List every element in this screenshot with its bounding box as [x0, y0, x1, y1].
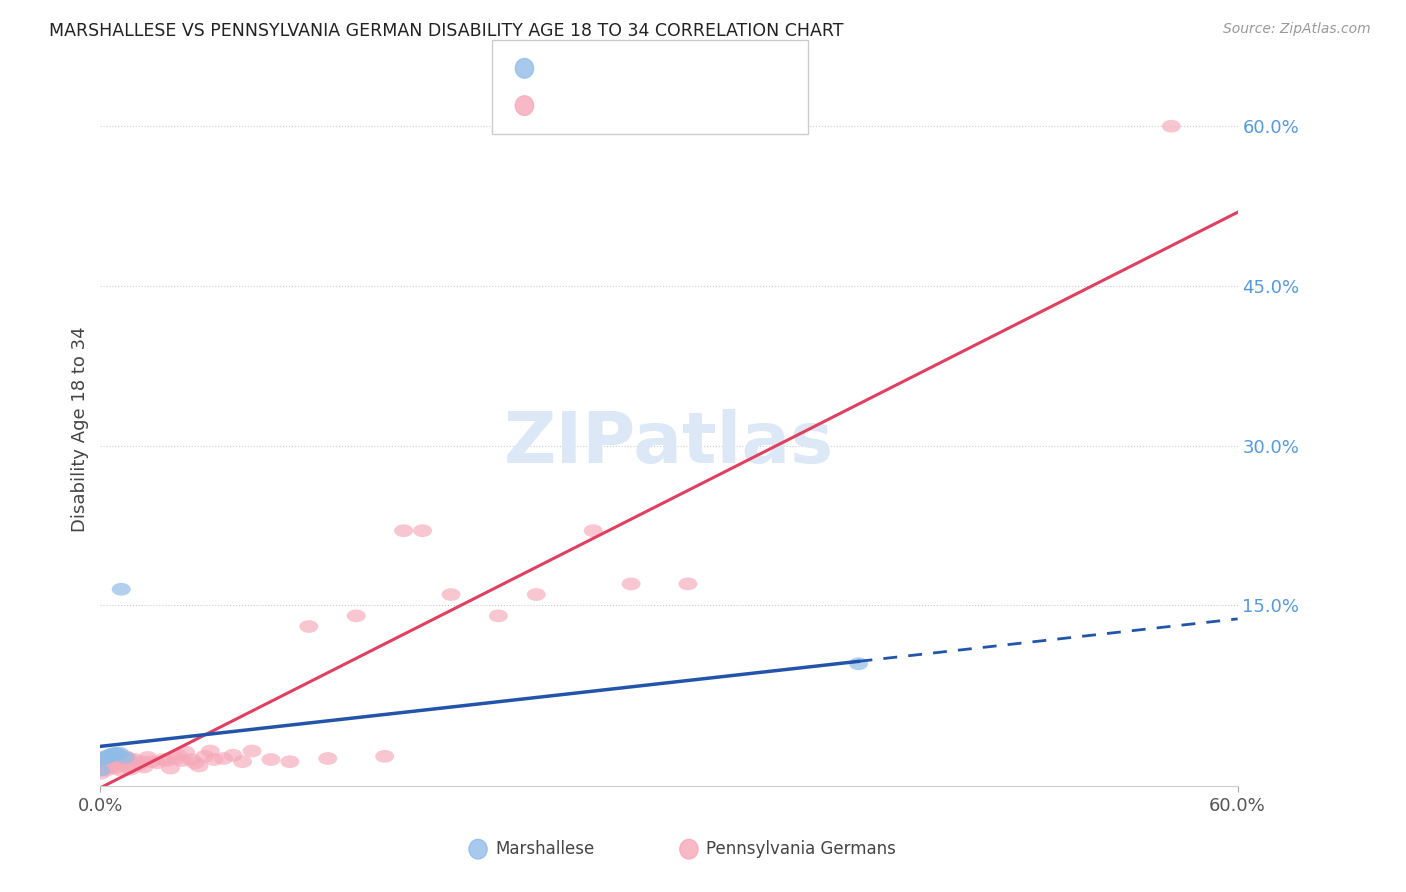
Ellipse shape	[105, 747, 125, 759]
Ellipse shape	[413, 524, 432, 537]
Ellipse shape	[489, 609, 508, 623]
Ellipse shape	[157, 755, 176, 767]
Ellipse shape	[115, 751, 135, 764]
Ellipse shape	[153, 753, 173, 766]
Ellipse shape	[205, 753, 224, 766]
Ellipse shape	[441, 588, 461, 601]
Ellipse shape	[100, 761, 120, 773]
Ellipse shape	[114, 753, 132, 766]
Ellipse shape	[115, 756, 135, 768]
Ellipse shape	[97, 764, 115, 777]
Ellipse shape	[97, 751, 115, 764]
Ellipse shape	[97, 750, 115, 763]
Ellipse shape	[104, 762, 124, 774]
Ellipse shape	[111, 764, 131, 777]
Ellipse shape	[98, 750, 118, 763]
Ellipse shape	[91, 767, 110, 780]
Ellipse shape	[120, 752, 138, 764]
Text: Pennsylvania Germans: Pennsylvania Germans	[706, 840, 896, 858]
Ellipse shape	[299, 620, 318, 632]
Text: 0.365: 0.365	[581, 96, 633, 114]
Ellipse shape	[103, 747, 121, 761]
Ellipse shape	[118, 761, 136, 773]
Ellipse shape	[173, 755, 191, 767]
Ellipse shape	[262, 753, 280, 766]
Ellipse shape	[125, 753, 143, 766]
Ellipse shape	[98, 753, 118, 766]
Ellipse shape	[583, 524, 603, 537]
Text: Marshallese: Marshallese	[495, 840, 595, 858]
Ellipse shape	[94, 752, 114, 764]
Ellipse shape	[169, 749, 187, 762]
Ellipse shape	[104, 747, 124, 761]
Ellipse shape	[100, 750, 120, 763]
Ellipse shape	[318, 752, 337, 764]
Ellipse shape	[108, 756, 127, 768]
Ellipse shape	[120, 755, 138, 767]
Ellipse shape	[138, 751, 157, 764]
Ellipse shape	[110, 751, 129, 764]
Ellipse shape	[129, 758, 148, 772]
Ellipse shape	[190, 759, 208, 772]
Text: ZIPatlas: ZIPatlas	[503, 409, 834, 478]
Ellipse shape	[1161, 120, 1181, 133]
Ellipse shape	[679, 577, 697, 591]
Ellipse shape	[375, 750, 394, 763]
Text: 0.157: 0.157	[581, 60, 633, 78]
Ellipse shape	[186, 756, 205, 769]
Ellipse shape	[394, 524, 413, 537]
Ellipse shape	[621, 577, 641, 591]
Ellipse shape	[91, 753, 110, 766]
Ellipse shape	[103, 755, 121, 767]
Ellipse shape	[91, 752, 110, 764]
Ellipse shape	[176, 746, 195, 758]
Text: R =: R =	[544, 60, 581, 78]
Ellipse shape	[224, 749, 242, 762]
Ellipse shape	[121, 763, 141, 775]
Text: R =: R =	[544, 96, 581, 114]
Ellipse shape	[135, 761, 153, 773]
Ellipse shape	[181, 753, 201, 766]
Ellipse shape	[167, 752, 186, 764]
Text: N =: N =	[651, 60, 688, 78]
Ellipse shape	[233, 756, 252, 768]
Text: N =: N =	[651, 96, 688, 114]
Ellipse shape	[115, 750, 135, 763]
Ellipse shape	[91, 756, 110, 769]
Ellipse shape	[93, 756, 111, 768]
Ellipse shape	[94, 763, 114, 775]
Ellipse shape	[142, 756, 162, 768]
Ellipse shape	[132, 756, 152, 768]
Ellipse shape	[105, 749, 125, 762]
Ellipse shape	[242, 745, 262, 757]
Ellipse shape	[195, 750, 214, 763]
Ellipse shape	[148, 756, 167, 769]
Ellipse shape	[280, 756, 299, 768]
Ellipse shape	[91, 764, 110, 777]
Ellipse shape	[111, 582, 131, 596]
Ellipse shape	[108, 747, 127, 761]
Text: 63: 63	[686, 96, 709, 114]
Text: 15: 15	[686, 60, 709, 78]
Y-axis label: Disability Age 18 to 34: Disability Age 18 to 34	[72, 326, 89, 533]
Text: MARSHALLESE VS PENNSYLVANIA GERMAN DISABILITY AGE 18 TO 34 CORRELATION CHART: MARSHALLESE VS PENNSYLVANIA GERMAN DISAB…	[49, 22, 844, 40]
Ellipse shape	[105, 752, 125, 764]
Ellipse shape	[214, 752, 233, 764]
Ellipse shape	[347, 609, 366, 623]
Ellipse shape	[100, 749, 120, 762]
Ellipse shape	[110, 747, 129, 759]
Ellipse shape	[100, 751, 120, 764]
Text: Source: ZipAtlas.com: Source: ZipAtlas.com	[1223, 22, 1371, 37]
Ellipse shape	[201, 745, 219, 757]
Ellipse shape	[849, 657, 868, 670]
Ellipse shape	[527, 588, 546, 601]
Ellipse shape	[162, 762, 180, 774]
